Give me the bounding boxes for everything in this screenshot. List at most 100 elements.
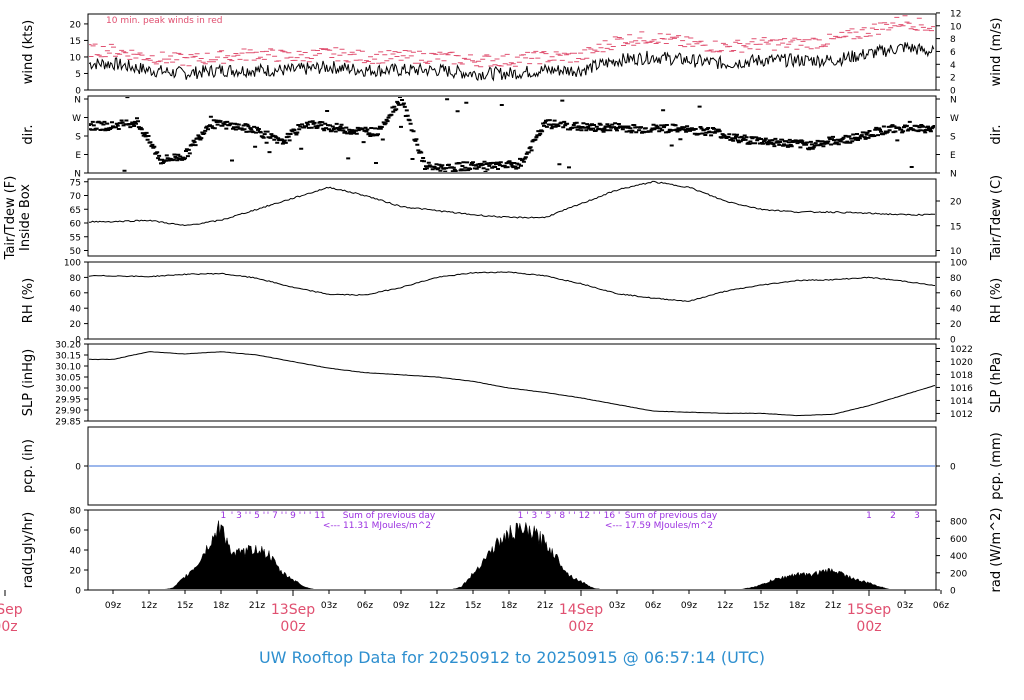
panel-rad: rad(Lgly/hr) rad (W/m^2)02040608002004006… [21,507,1004,597]
ytick-label-right-slp-1: 1014 [950,397,973,407]
ytick-label-left-slp-7: 30.20 [55,341,81,351]
ylabel-left-slp: SLP (inHg) [21,349,36,417]
ytick-label-right-wind-0: 0 [950,87,956,97]
ytick-label-right-dir-3: W [950,114,959,124]
ytick-label-right-slp-3: 1018 [950,371,973,381]
ytick-label-right-rad-4: 800 [950,518,967,528]
ytick-label-left-wind-4: 20 [70,20,82,30]
panel-frame-temp [87,178,937,257]
xtick-label-7: 09z [393,601,409,611]
day-label-3: 15Sep [847,602,891,618]
ytick-label-right-rh-3: 60 [950,289,962,299]
ytick-label-left-dir-2: S [75,133,81,143]
ytick-label-left-rh-2: 40 [70,305,82,315]
ylabel-right-slp: SLP (hPa) [989,352,1004,413]
ytick-label-right-rh-0: 0 [950,336,956,346]
ylabel-left-rh: RH (%) [21,278,36,323]
ytick-label-right-wind-4: 8 [950,35,956,45]
ytick-label-left-dir-0: N [74,170,81,180]
ytick-label-left-wind-3: 15 [70,37,81,47]
day-label-1: 13Sep [271,602,315,618]
radiation-annotation-12: 2 [890,511,896,521]
xtick-label-3: 18z [213,601,229,611]
radiation-annotation-10: <--- 17.59 MJoules/m^2 [605,521,713,531]
ytick-label-right-slp-0: 1012 [950,410,973,420]
xtick-label-5: 03z [321,601,337,611]
xtick-label-13: 06z [645,601,661,611]
ylabel-left-rad: rad(Lgly/hr) [21,512,36,588]
ytick-label-left-slp-4: 30.05 [55,374,81,384]
ytick-label-right-slp-4: 1020 [950,358,973,368]
xtick-label-6: 06z [357,601,373,611]
chart-panels: wind (kts) wind (m/s)0510152002468101210 … [3,9,1004,596]
ytick-label-right-rh-2: 40 [950,305,962,315]
ytick-label-right-rad-3: 600 [950,535,967,545]
ytick-label-left-temp-3: 65 [70,206,81,216]
ytick-label-left-dir-4: N [74,96,81,106]
ytick-label-left-temp-4: 70 [70,192,82,202]
panel-rh: RH (%) RH (%) 0 20 40 60 80 100 0 20 40 60 80 100 [21,259,1004,346]
ytick-label-left-wind-2: 10 [70,53,82,63]
series-slp [89,351,935,417]
xtick-label-11: 21z [537,601,553,611]
radiation-annotation-0: 1 [221,511,227,521]
day-time-0: 00z [0,619,18,635]
ytick-label-right-rad-0: 0 [950,587,956,597]
ytick-label-left-rh-4: 80 [70,274,82,284]
plot-area-temp [89,180,935,227]
ytick-label-right-pcp-0: 0 [950,463,956,473]
ylabel-left-temp-0: Tair/Tdew (F) [3,176,18,261]
panel-frame-slp [87,343,937,422]
ytick-label-left-pcp-0: 0 [75,463,81,473]
ytick-label-right-rh-5: 100 [950,259,967,269]
ytick-label-left-rh-5: 100 [64,259,81,269]
ytick-label-right-rad-2: 400 [950,552,967,562]
xtick-label-10: 18z [501,601,517,611]
ytick-label-left-rad-3: 60 [70,527,82,537]
plot-area-slp [89,351,935,417]
xtick-label-1: 12z [141,601,157,611]
ytick-label-left-rh-0: 0 [75,336,81,346]
ylabel-left-temp-1: Inside Box [18,184,33,251]
ytick-label-right-dir-1: E [950,151,956,161]
ytick-label-right-wind-2: 4 [950,61,956,71]
ytick-label-left-slp-5: 30.10 [55,363,81,373]
panel-frame-wind [87,13,937,91]
ytick-label-left-rh-1: 20 [70,320,82,330]
ytick-label-right-temp-2: 20 [950,198,962,208]
ylabel-right-pcp: pcp. (mm) [989,432,1004,499]
xtick-label-4: 21z [249,601,265,611]
xtick-label-16: 15z [753,601,769,611]
ytick-label-right-dir-2: S [950,133,956,143]
panel-slp: SLP (inHg) SLP (hPa)29.8529.9029.9530.003… [21,341,1004,428]
panel-frame-rh [87,261,937,340]
series-wind-direction [89,97,935,172]
series-peak-winds [89,15,935,68]
ytick-label-left-rad-0: 0 [75,587,81,597]
plot-area-dir [89,97,935,172]
radiation-annotation-9: Sum of previous day [625,511,718,521]
day-label-2: 14Sep [559,602,603,618]
series-rh [89,271,935,302]
ytick-label-right-slp-5: 1022 [950,345,973,355]
chart-footer-title: UW Rooftop Data for 20250912 to 20250915… [258,648,766,667]
xtick-label-17: 18z [789,601,805,611]
xtick-label-14: 09z [681,601,697,611]
ytick-label-right-wind-1: 2 [950,74,956,84]
day-time-3: 00z [856,619,881,635]
day-label-0: 2Sep [0,602,23,618]
xtick-label-9: 15z [465,601,481,611]
ytick-label-left-temp-2: 60 [70,220,82,230]
ytick-label-left-rad-2: 40 [70,547,82,557]
x-axis: 09z 12z 15z 18z 21z 03z 06z 09z 12z 15z 18z 21z 03z 0… [0,590,949,635]
radiation-annotation-13: 3 [914,511,920,521]
wind-annotation: 10 min. peak winds in red [106,16,223,26]
ytick-label-right-temp-0: 10 [950,247,962,257]
ylabel-left-dir: dir. [21,124,36,144]
ytick-label-left-temp-5: 75 [70,178,81,188]
ytick-label-right-dir-4: N [950,96,957,106]
xtick-label-20: 06z [933,601,949,611]
xtick-label-12: 03z [609,601,625,611]
ytick-label-left-dir-3: W [72,114,81,124]
